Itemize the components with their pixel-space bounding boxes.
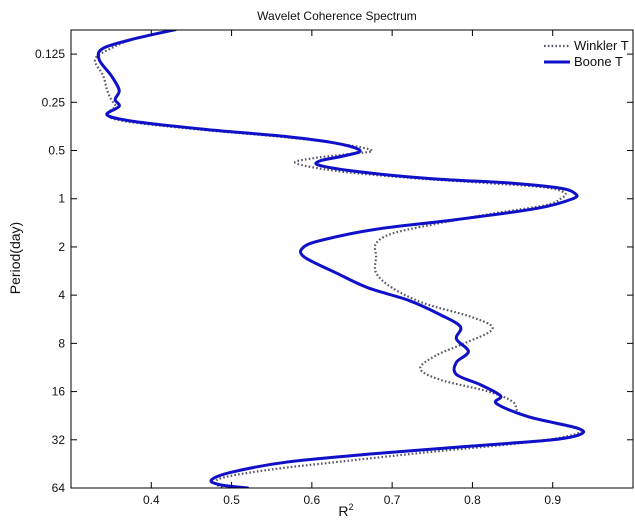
- series-line-boone-t: [96, 30, 586, 488]
- y-tick-label: 64: [52, 481, 66, 495]
- y-tick-label: 0.25: [42, 95, 66, 109]
- y-tick-label: 0.5: [48, 144, 65, 158]
- y-axis-label: Period(day): [7, 222, 23, 294]
- legend-label-boone-t: Boone T: [574, 54, 623, 69]
- x-axis: 0.4 0.5 0.6 0.7 0.8 0.9: [143, 30, 561, 507]
- series-layer: [93, 30, 586, 488]
- x-tick-label: 0.8: [464, 493, 481, 507]
- y-tick-label: 4: [58, 288, 65, 302]
- x-tick-label: 0.7: [384, 493, 401, 507]
- x-tick-label: 0.9: [544, 493, 561, 507]
- x-tick-label: 0.6: [304, 493, 321, 507]
- y-tick-label: 2: [58, 240, 65, 254]
- plot-frame: [70, 29, 634, 489]
- x-axis-label: R2: [338, 502, 353, 519]
- y-tick-label: 1: [58, 192, 65, 206]
- y-tick-label: 32: [52, 433, 66, 447]
- y-tick-label: 0.125: [35, 47, 65, 61]
- y-tick-label: 8: [58, 336, 65, 350]
- x-axis-label-base: R: [338, 503, 348, 519]
- legend-label-winkler-t: Winkler T: [574, 38, 629, 53]
- x-tick-label: 0.4: [143, 493, 160, 507]
- chart-title: Wavelet Coherence Spectrum: [257, 9, 417, 23]
- x-axis-label-superscript: 2: [349, 502, 354, 512]
- y-tick-label: 16: [52, 385, 66, 399]
- legend: Winkler T Boone T: [544, 38, 629, 69]
- x-tick-label: 0.5: [223, 493, 240, 507]
- y-axis: 0.125 0.25 0.5 1 2 4 8 16 32 64: [35, 47, 633, 495]
